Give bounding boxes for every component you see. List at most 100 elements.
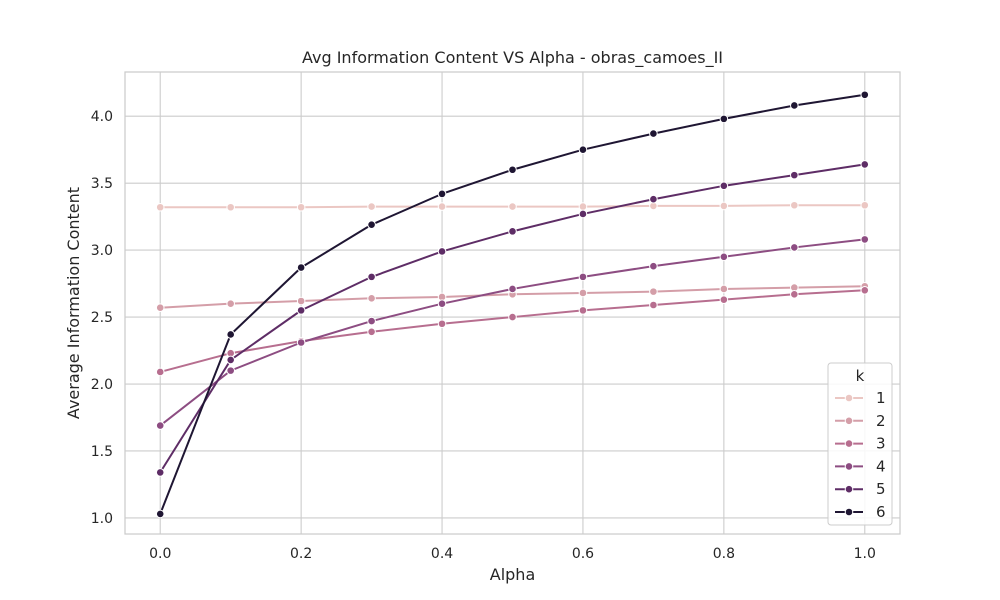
data-point	[155, 509, 165, 519]
series-2	[155, 281, 870, 312]
legend-marker	[844, 507, 854, 517]
chart-title: Avg Information Content VS Alpha - obras…	[302, 48, 723, 68]
legend-label: 6	[876, 503, 886, 521]
series-1	[155, 200, 870, 212]
data-point	[155, 202, 165, 212]
data-point	[649, 194, 658, 204]
data-point	[790, 101, 799, 110]
data-point	[155, 303, 165, 312]
legend-label: 4	[876, 457, 886, 475]
data-point	[790, 289, 799, 299]
x-tick-label: 0.6	[572, 546, 594, 562]
data-point	[155, 468, 165, 477]
data-point	[296, 202, 306, 212]
data-point	[860, 90, 870, 100]
data-point	[226, 366, 235, 375]
data-point	[790, 200, 799, 210]
legend-label: 3	[876, 435, 886, 453]
data-point	[860, 235, 870, 244]
data-point	[860, 160, 870, 169]
legend-entry-1: 1	[835, 389, 886, 407]
data-point	[296, 263, 306, 272]
legend-label: 5	[876, 480, 886, 498]
data-point	[649, 261, 658, 271]
data-point	[437, 202, 447, 211]
data-point	[578, 306, 588, 315]
data-point	[226, 330, 235, 339]
legend-marker	[844, 484, 854, 494]
series-5	[155, 160, 870, 477]
data-point	[860, 200, 870, 210]
data-point	[790, 243, 799, 252]
x-tick-label: 0.0	[149, 546, 171, 562]
legend-label: 2	[876, 412, 886, 430]
series-4	[155, 235, 870, 430]
y-tick-label: 2.0	[91, 377, 113, 393]
x-tick-label: 0.2	[290, 546, 312, 562]
legend-marker	[844, 462, 854, 471]
x-tick-label: 0.4	[431, 546, 453, 562]
legend-entry-4: 4	[835, 457, 886, 475]
y-tick-label: 2.5	[91, 310, 113, 326]
data-point	[508, 312, 517, 322]
data-point	[508, 202, 517, 211]
data-point	[719, 295, 729, 304]
data-point	[860, 285, 870, 295]
data-point	[719, 201, 729, 211]
data-point	[367, 220, 376, 229]
y-axis-label: Average Information Content	[64, 187, 83, 419]
data-point	[367, 294, 376, 303]
legend-entry-5: 5	[835, 480, 886, 498]
data-point	[437, 299, 447, 308]
data-point	[155, 367, 165, 377]
legend-title: k	[856, 367, 865, 385]
legend-entry-6: 6	[835, 503, 886, 521]
data-point	[508, 165, 517, 175]
x-axis-label: Alpha	[490, 565, 536, 584]
data-point	[367, 202, 376, 211]
tick-labels: 0.0 0.2 0.4 0.6 0.8 1.0 1.0 1.5 2.0 2.5 3.0 3.5 4.0	[91, 109, 876, 562]
data-point	[649, 300, 658, 310]
y-tick-label: 1.0	[91, 511, 113, 527]
legend-marker	[844, 393, 854, 403]
plot-area-frame	[124, 71, 901, 535]
data-point	[719, 252, 729, 262]
data-point	[508, 227, 517, 236]
data-point	[790, 170, 799, 180]
data-point	[719, 114, 729, 124]
data-point	[437, 247, 447, 256]
data-point	[155, 421, 165, 430]
legend-entries: 1 2 3 4 5 6	[835, 389, 886, 521]
data-point	[437, 189, 447, 199]
data-point	[649, 129, 658, 138]
legend-marker	[844, 439, 854, 448]
data-point	[296, 338, 306, 347]
data-point	[719, 181, 729, 191]
data-point	[578, 202, 588, 211]
data-point	[508, 284, 517, 294]
data-point	[226, 202, 235, 212]
legend: k 1 2 3 4 5 6	[827, 362, 893, 526]
data-point	[649, 287, 658, 296]
legend-label: 1	[876, 389, 886, 407]
data-point	[367, 316, 376, 326]
legend-marker	[844, 416, 854, 426]
data-point	[578, 209, 588, 219]
data-point	[578, 145, 588, 154]
y-tick-label: 3.0	[91, 243, 113, 259]
data-point	[719, 284, 729, 294]
data-point	[296, 306, 306, 315]
series-3	[155, 285, 870, 377]
y-tick-label: 3.5	[91, 176, 113, 192]
data-point	[578, 288, 588, 298]
legend-entry-3: 3	[835, 435, 886, 453]
legend-entry-2: 2	[835, 412, 886, 430]
data-series	[155, 90, 870, 519]
data-point	[226, 299, 235, 308]
y-tick-label: 1.5	[91, 444, 113, 460]
x-tick-label: 1.0	[854, 546, 876, 562]
data-point	[296, 296, 306, 306]
data-point	[367, 327, 376, 337]
data-point	[578, 272, 588, 282]
